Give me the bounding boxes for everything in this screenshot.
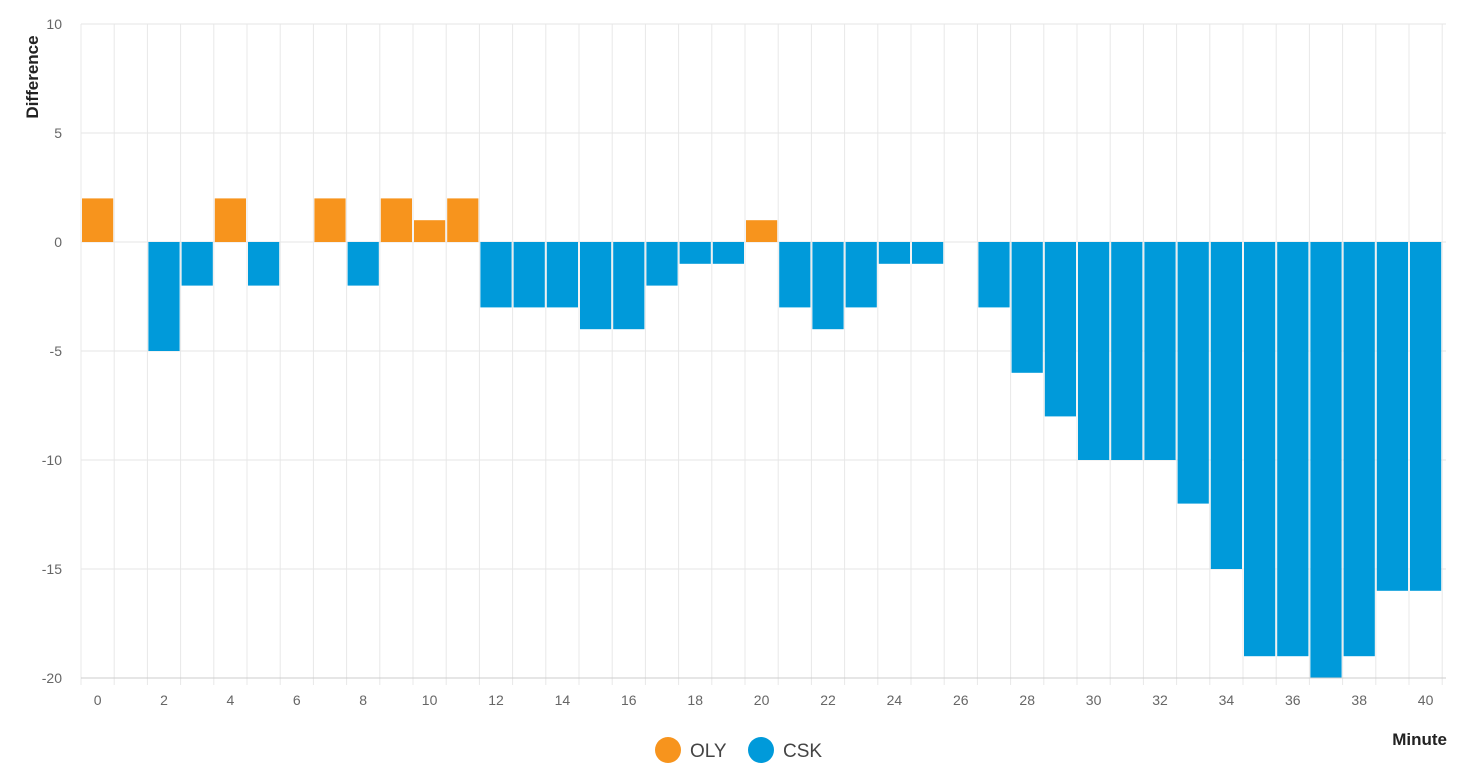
x-tick-label: 4 xyxy=(227,692,235,708)
legend: OLY CSK xyxy=(655,737,822,763)
bar-csk-minute-32 xyxy=(1144,242,1176,460)
bar-csk-minute-35 xyxy=(1244,242,1276,657)
x-tick-label: 6 xyxy=(293,692,301,708)
bar-csk-minute-36 xyxy=(1277,242,1309,657)
bar-csk-minute-27 xyxy=(978,242,1010,308)
x-tick-label: 34 xyxy=(1219,692,1235,708)
bar-oly-minute-9 xyxy=(380,198,412,242)
bar-csk-minute-8 xyxy=(347,242,379,286)
bar-oly-minute-20 xyxy=(746,220,778,242)
bar-csk-minute-33 xyxy=(1177,242,1209,504)
x-tick-label: 30 xyxy=(1086,692,1102,708)
x-tick-label: 28 xyxy=(1019,692,1035,708)
bar-csk-minute-22 xyxy=(812,242,844,330)
bar-oly-minute-4 xyxy=(214,198,246,242)
x-tick-label: 12 xyxy=(488,692,504,708)
bar-csk-minute-18 xyxy=(679,242,711,264)
bar-csk-minute-37 xyxy=(1310,242,1342,678)
y-tick-label: 5 xyxy=(54,125,62,141)
bar-csk-minute-2 xyxy=(148,242,180,351)
legend-label-csk: CSK xyxy=(783,741,822,762)
bar-csk-minute-39 xyxy=(1376,242,1408,591)
bar-oly-minute-7 xyxy=(314,198,346,242)
bar-csk-minute-5 xyxy=(248,242,280,286)
bar-csk-minute-3 xyxy=(181,242,213,286)
bar-csk-minute-40 xyxy=(1410,242,1442,591)
bar-csk-minute-28 xyxy=(1011,242,1043,373)
bar-csk-minute-15 xyxy=(580,242,612,330)
x-tick-label: 40 xyxy=(1418,692,1434,708)
bar-csk-minute-21 xyxy=(779,242,811,308)
x-tick-label: 18 xyxy=(687,692,703,708)
x-tick-label: 32 xyxy=(1152,692,1168,708)
x-tick-label: 2 xyxy=(160,692,168,708)
legend-item-csk[interactable]: CSK xyxy=(748,737,822,763)
y-tick-label: 0 xyxy=(54,234,62,250)
bar-csk-minute-25 xyxy=(912,242,944,264)
x-tick-label: 14 xyxy=(555,692,571,708)
x-axis-title: Minute xyxy=(1392,730,1447,749)
y-tick-label: -5 xyxy=(50,343,63,359)
legend-swatch-oly xyxy=(655,737,681,763)
bar-csk-minute-29 xyxy=(1044,242,1076,417)
bar-csk-minute-23 xyxy=(845,242,877,308)
bar-oly-minute-0 xyxy=(82,198,114,242)
x-tick-label: 20 xyxy=(754,692,770,708)
x-tick-label: 10 xyxy=(422,692,438,708)
bar-csk-minute-24 xyxy=(878,242,910,264)
bar-csk-minute-34 xyxy=(1210,242,1242,569)
y-tick-label: -10 xyxy=(42,452,62,468)
bar-layer xyxy=(82,198,1442,678)
y-tick-label: -20 xyxy=(42,670,62,686)
bar-csk-minute-16 xyxy=(613,242,645,330)
x-tick-label: 36 xyxy=(1285,692,1301,708)
x-tick-label: 0 xyxy=(94,692,102,708)
bar-csk-minute-30 xyxy=(1078,242,1110,460)
y-tick-label: 10 xyxy=(46,16,62,32)
x-tick-label: 24 xyxy=(887,692,903,708)
x-tick-label: 8 xyxy=(359,692,367,708)
x-tick-label: 22 xyxy=(820,692,836,708)
x-tick-label: 16 xyxy=(621,692,637,708)
bar-csk-minute-17 xyxy=(646,242,678,286)
y-tick-label: -15 xyxy=(42,561,62,577)
bar-csk-minute-38 xyxy=(1343,242,1375,657)
bar-oly-minute-10 xyxy=(414,220,446,242)
legend-swatch-csk xyxy=(748,737,774,763)
x-tick-label: 26 xyxy=(953,692,969,708)
x-tick-label: 38 xyxy=(1351,692,1367,708)
bar-csk-minute-14 xyxy=(546,242,578,308)
bar-csk-minute-13 xyxy=(513,242,545,308)
bar-csk-minute-19 xyxy=(712,242,744,264)
bar-csk-minute-31 xyxy=(1111,242,1143,460)
bar-csk-minute-12 xyxy=(480,242,512,308)
legend-label-oly: OLY xyxy=(690,741,727,762)
bar-oly-minute-11 xyxy=(447,198,479,242)
legend-item-oly[interactable]: OLY xyxy=(655,737,727,763)
y-axis-title: Difference xyxy=(23,35,42,118)
